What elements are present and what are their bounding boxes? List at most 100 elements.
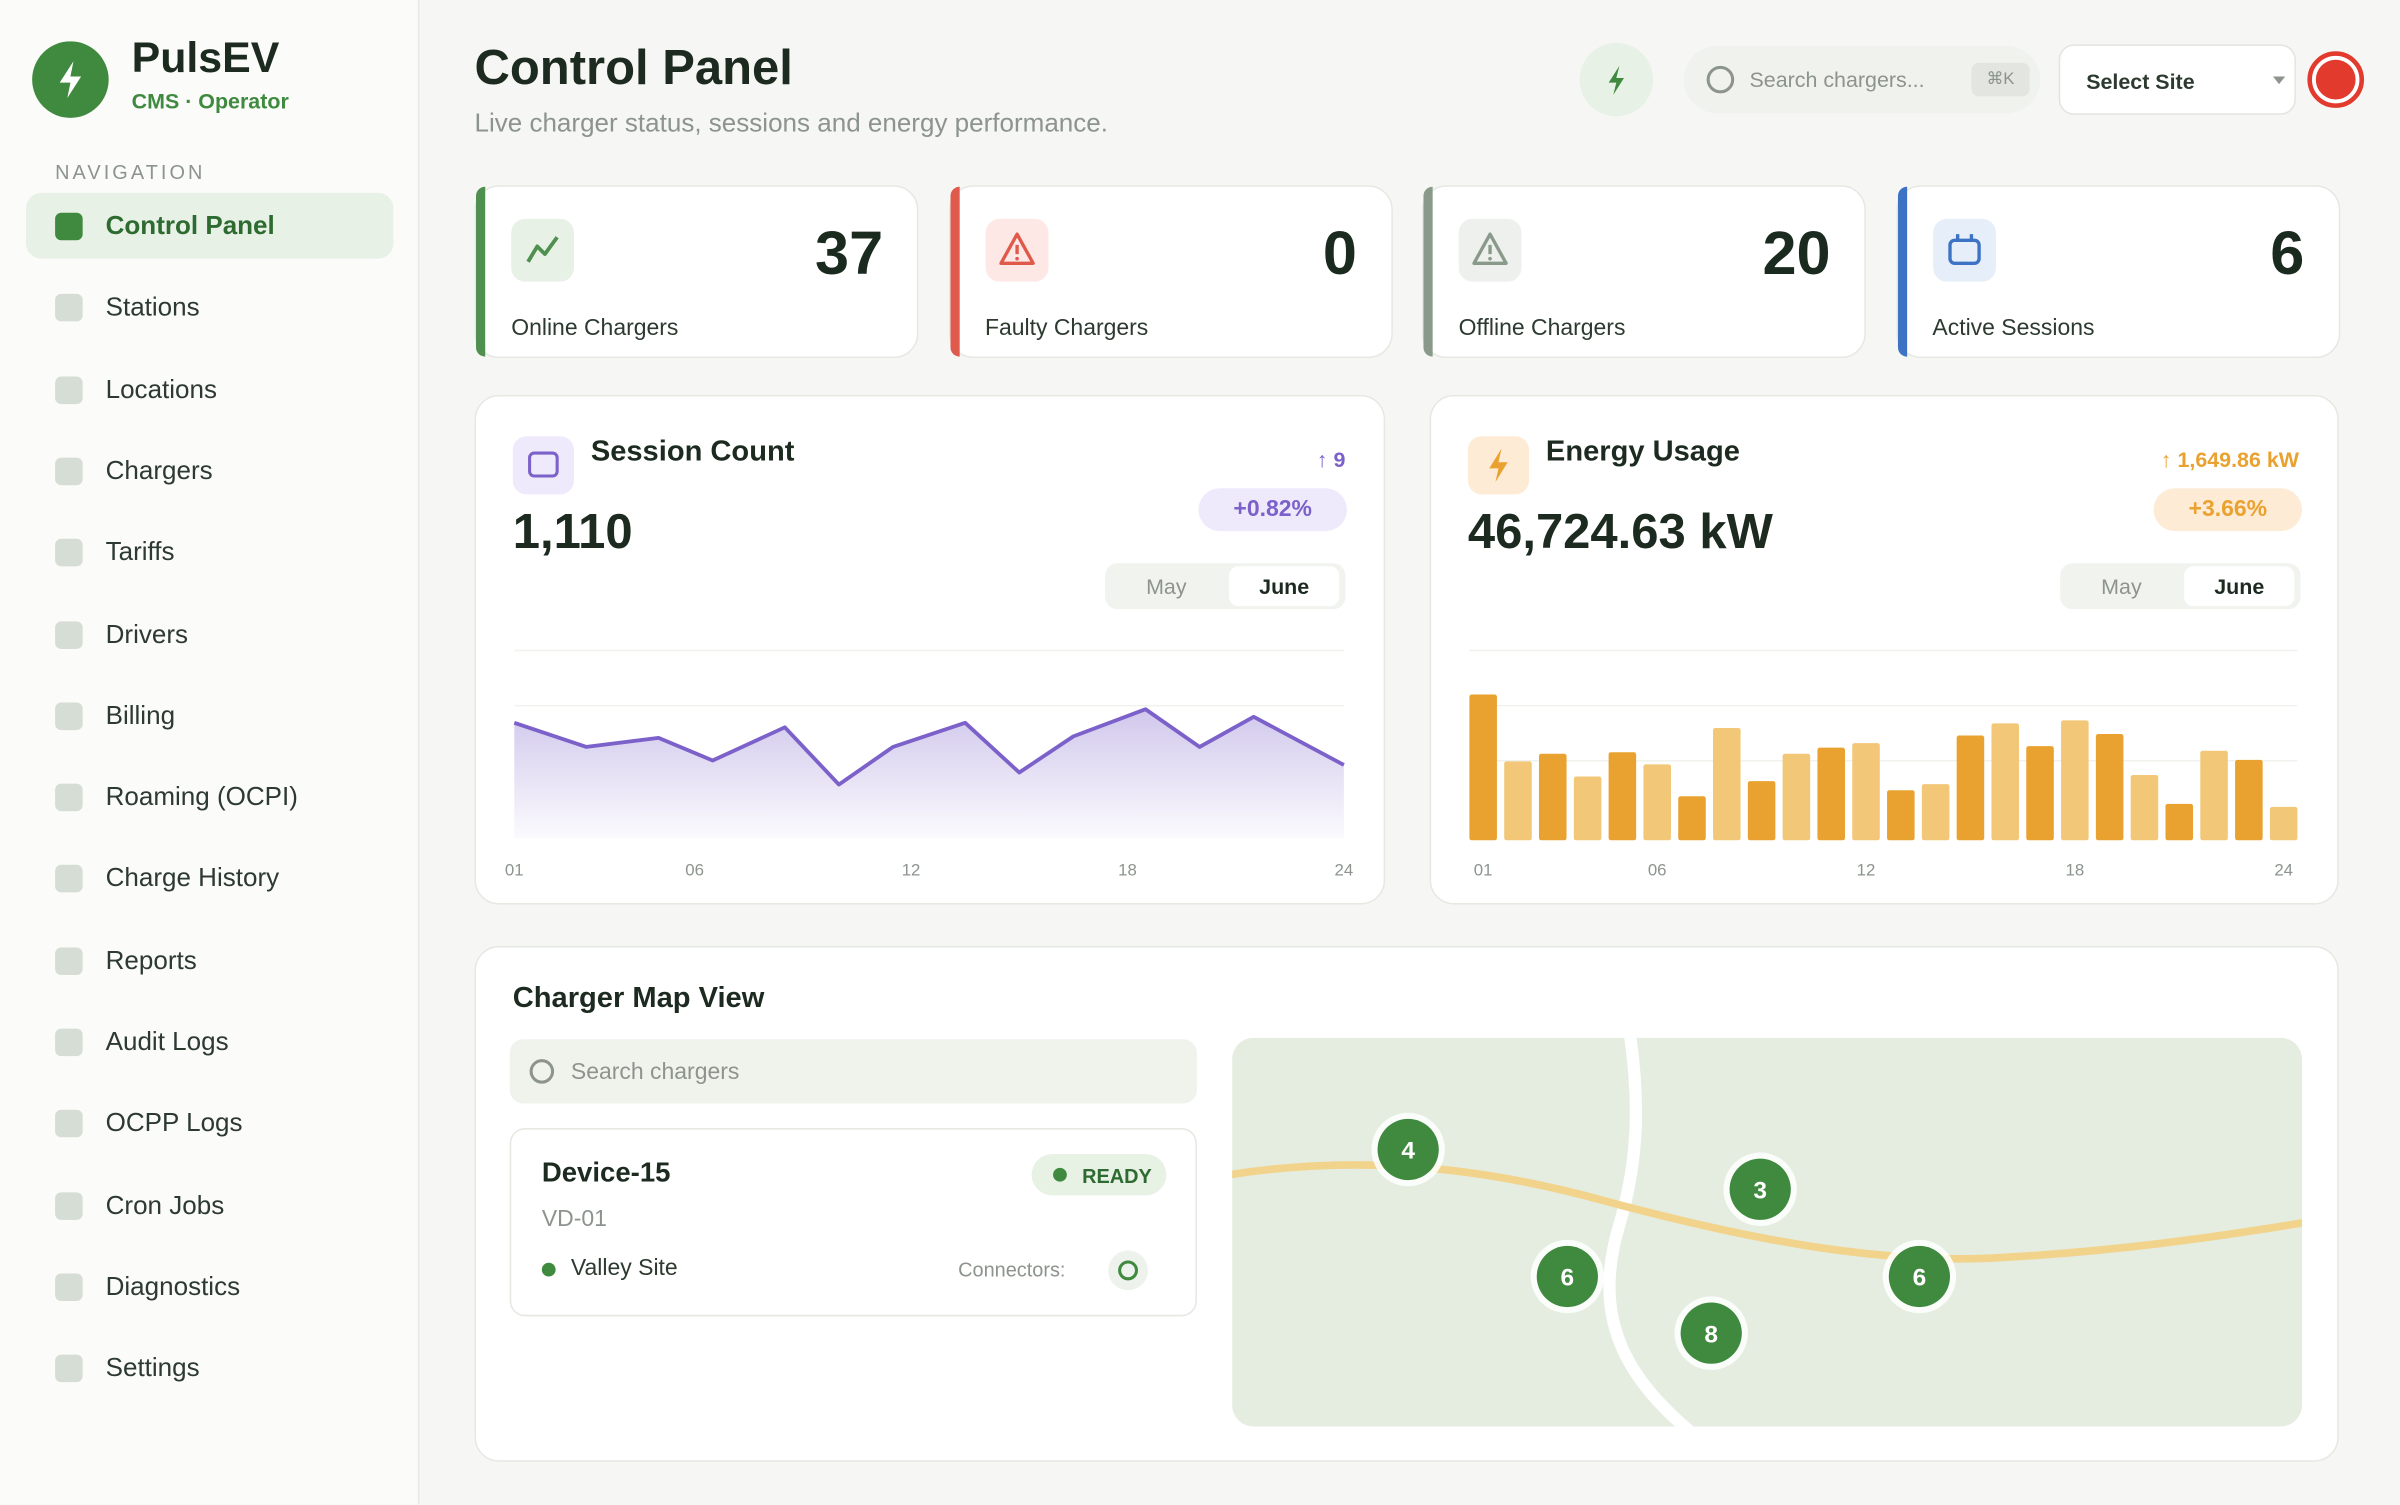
nav-item[interactable]: Reports (26, 927, 393, 993)
status-text: READY (1082, 1164, 1152, 1188)
nav-label: OCPP Logs (105, 1108, 243, 1138)
period-option[interactable]: June (1229, 566, 1340, 607)
nav-icon (55, 620, 83, 649)
nav-icon (55, 375, 83, 404)
nav-item[interactable]: Audit Logs (26, 1009, 393, 1075)
kpi-accent (1423, 186, 1433, 357)
kpi-value: 0 (1322, 220, 1357, 288)
energy-card: Energy Usage 46,724.63 kW ↑ 1,649.86 kW … (1429, 394, 2339, 905)
nav-label: Charge History (105, 863, 280, 893)
nav-icon (55, 294, 83, 322)
kpi-card: 20 Offline Chargers (1421, 185, 1866, 359)
nav-item[interactable]: Drivers (26, 601, 393, 667)
nav-item[interactable]: Stations (26, 274, 393, 340)
nav-label: Cron Jobs (105, 1190, 225, 1220)
nav-icon (55, 946, 83, 975)
nav-item[interactable]: OCPP Logs (26, 1090, 393, 1156)
nav-label: Diagnostics (105, 1271, 241, 1301)
kpi-value: 20 (1762, 220, 1831, 288)
nav-icon (55, 1273, 83, 1301)
nav-item[interactable]: Roaming (OCPI) (26, 764, 393, 830)
kpi-value: 6 (2270, 220, 2305, 288)
session-icon (512, 436, 574, 495)
record-indicator[interactable] (2305, 49, 2366, 110)
kpi-label: Offline Chargers (1458, 315, 1626, 342)
kpi-card: 6 Active Sessions (1895, 185, 2340, 359)
nav-icon (55, 539, 83, 567)
device-name: Device-15 (541, 1157, 671, 1188)
site-select[interactable]: Select Site (2058, 44, 2296, 115)
map-search-placeholder: Search chargers (570, 1059, 740, 1086)
search-bar[interactable]: Search chargers... ⌘K (1683, 45, 2041, 114)
nav-item[interactable]: Charge History (26, 845, 393, 911)
nav-label: Locations (105, 374, 218, 404)
tagline: CMS · Operator (131, 88, 289, 114)
period-toggle: May June (1105, 563, 1346, 610)
map-card: Charger Map View Search chargers Device-… (474, 945, 2339, 1462)
nav-item[interactable]: Chargers (26, 438, 393, 504)
page-title: Control Panel (474, 39, 793, 95)
shortcut-badge: ⌘K (1971, 62, 2030, 97)
quick-action[interactable] (1579, 42, 1654, 117)
map-title: Charger Map View (512, 982, 765, 1015)
kpi-label: Active Sessions (1932, 315, 2095, 342)
chart-title: Session Count (590, 436, 795, 469)
map-search[interactable]: Search chargers (509, 1039, 1197, 1104)
site-select-label: Select Site (2086, 68, 2195, 94)
sidebar: PulsEV CMS · Operator NAVIGATION Control… (0, 0, 420, 1505)
nav-label: Chargers (105, 455, 213, 486)
nav-heading: NAVIGATION (55, 160, 206, 184)
chart-total: 46,724.63 kW (1467, 503, 1773, 559)
kpi-accent (949, 186, 959, 357)
nav-label: Audit Logs (105, 1027, 229, 1057)
nav-item[interactable]: Control Panel (26, 192, 394, 259)
nav-icon (55, 865, 83, 893)
device-id: VD-01 (541, 1206, 607, 1233)
kpi-icon (1458, 218, 1522, 282)
nav-icon (55, 1191, 83, 1220)
period-toggle: May June (2060, 563, 2301, 610)
kpi-label: Faulty Chargers (984, 315, 1149, 342)
period-option[interactable]: May (1146, 573, 1187, 599)
nav-icon (55, 1354, 83, 1383)
nav-label: Settings (105, 1353, 200, 1383)
search-placeholder: Search chargers... (1749, 67, 1925, 92)
nav-icon (55, 1110, 83, 1138)
chart-total: 1,110 (512, 503, 633, 559)
nav-label: Drivers (105, 619, 189, 649)
chart-change: ↑ 1,649.86 kW (2160, 446, 2299, 472)
nav-icon (55, 1028, 83, 1057)
nav-icon (55, 457, 83, 486)
nav-icon (55, 783, 83, 812)
device-card[interactable]: Device-15 VD-01 Valley Site Connectors: … (509, 1128, 1197, 1317)
period-option[interactable]: June (2184, 566, 2295, 607)
nav-item[interactable]: Tariffs (26, 519, 393, 585)
kpi-accent (476, 186, 486, 357)
nav-label: Control Panel (105, 211, 275, 241)
nav-icon (55, 702, 83, 730)
nav-item[interactable]: Billing (26, 682, 393, 748)
nav-item[interactable]: Locations (26, 356, 393, 422)
nav-item[interactable]: Settings (26, 1335, 393, 1401)
nav-label: Billing (105, 700, 176, 730)
kpi-card: 0 Faulty Chargers (948, 185, 1393, 359)
period-option[interactable]: May (2101, 573, 2142, 599)
session-card: Session Count 1,110 ↑ 9 +0.82% May June (474, 394, 1386, 905)
nav-item[interactable]: Cron Jobs (26, 1172, 393, 1238)
site-dot (541, 1262, 556, 1277)
brand: PulsEV (131, 33, 280, 82)
kpi-icon (511, 218, 574, 282)
chart-change: ↑ 9 (1316, 446, 1346, 472)
energy-icon (1467, 436, 1530, 495)
logo (32, 41, 109, 118)
connector (1108, 1250, 1148, 1291)
device-site: Valley Site (570, 1255, 678, 1282)
kpi-icon (984, 218, 1048, 282)
page-subtitle: Live charger status, sessions and energy… (474, 108, 1108, 138)
kpi-card: 37 Online Chargers (474, 185, 919, 359)
nav-item[interactable]: Diagnostics (26, 1253, 393, 1319)
chart-title: Energy Usage (1545, 436, 1740, 469)
status-pill: READY (1031, 1154, 1167, 1196)
nav-label: Stations (105, 292, 200, 322)
